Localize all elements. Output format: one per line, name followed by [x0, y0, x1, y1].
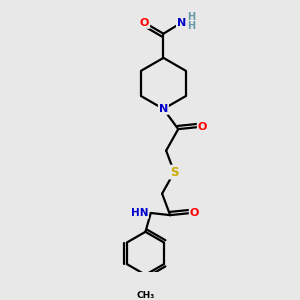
Text: N: N [159, 104, 168, 114]
Text: N: N [177, 18, 186, 28]
Text: O: O [190, 208, 199, 218]
Text: O: O [140, 18, 149, 28]
Text: S: S [170, 166, 178, 178]
Text: HN: HN [130, 208, 148, 218]
Text: H: H [187, 12, 196, 22]
Text: CH₃: CH₃ [136, 291, 155, 300]
Text: H: H [187, 21, 196, 31]
Text: O: O [198, 122, 207, 132]
